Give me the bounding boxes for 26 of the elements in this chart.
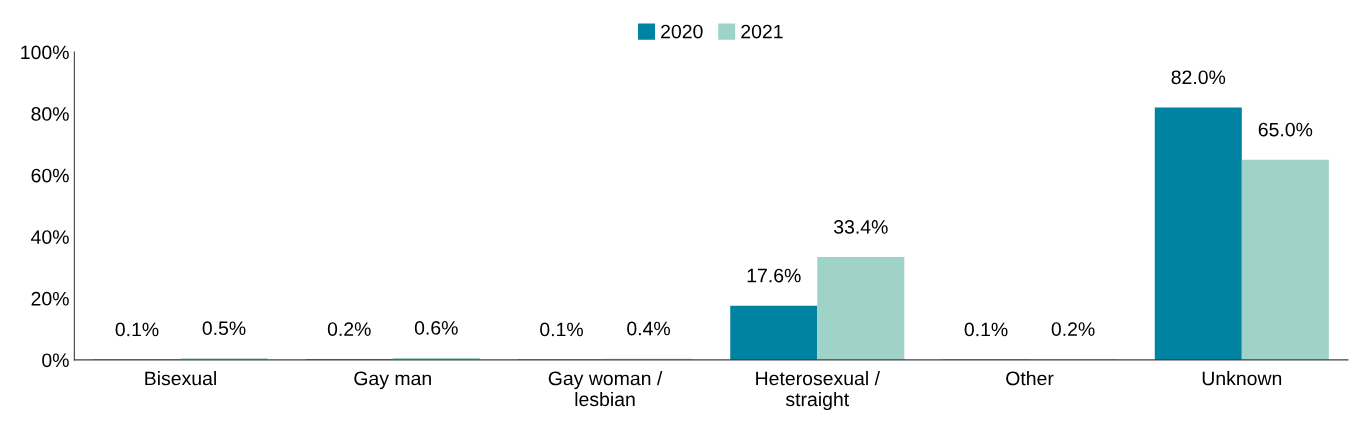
data-label: 82.0% <box>1171 70 1226 85</box>
y-tick-label: 80% <box>31 107 69 121</box>
data-label: 0.2% <box>1051 322 1095 337</box>
data-label: 33.4% <box>833 220 888 234</box>
x-tick-label: Bisexual <box>145 371 216 386</box>
data-label: 0.6% <box>414 321 458 335</box>
x-tick-label: Gay woman / lesbian <box>548 371 663 407</box>
x-tick-label: Heterosexual / straight <box>756 371 880 411</box>
data-label: 0.2% <box>327 322 371 337</box>
y-tick-label: 40% <box>31 230 69 244</box>
y-tick-label: 100% <box>21 45 69 60</box>
data-label: 17.6% <box>747 268 801 283</box>
y-tick-label: 0% <box>42 353 69 368</box>
legend-label: 2020 <box>661 24 703 39</box>
legend-label: 2021 <box>741 24 783 39</box>
y-tick-label: 60% <box>31 168 69 183</box>
data-label: 0.1% <box>115 322 159 337</box>
x-tick-label: Other <box>1006 371 1054 386</box>
x-tick-label: Unknown <box>1202 371 1282 386</box>
data-label: 65.0% <box>1258 122 1313 137</box>
data-label: 0.1% <box>964 322 1008 337</box>
data-label: 0.5% <box>202 321 246 336</box>
y-tick-label: 20% <box>31 291 69 306</box>
data-label: 0.4% <box>627 321 670 336</box>
data-label: 0.1% <box>540 322 583 337</box>
x-tick-label: Gay man <box>354 371 431 390</box>
